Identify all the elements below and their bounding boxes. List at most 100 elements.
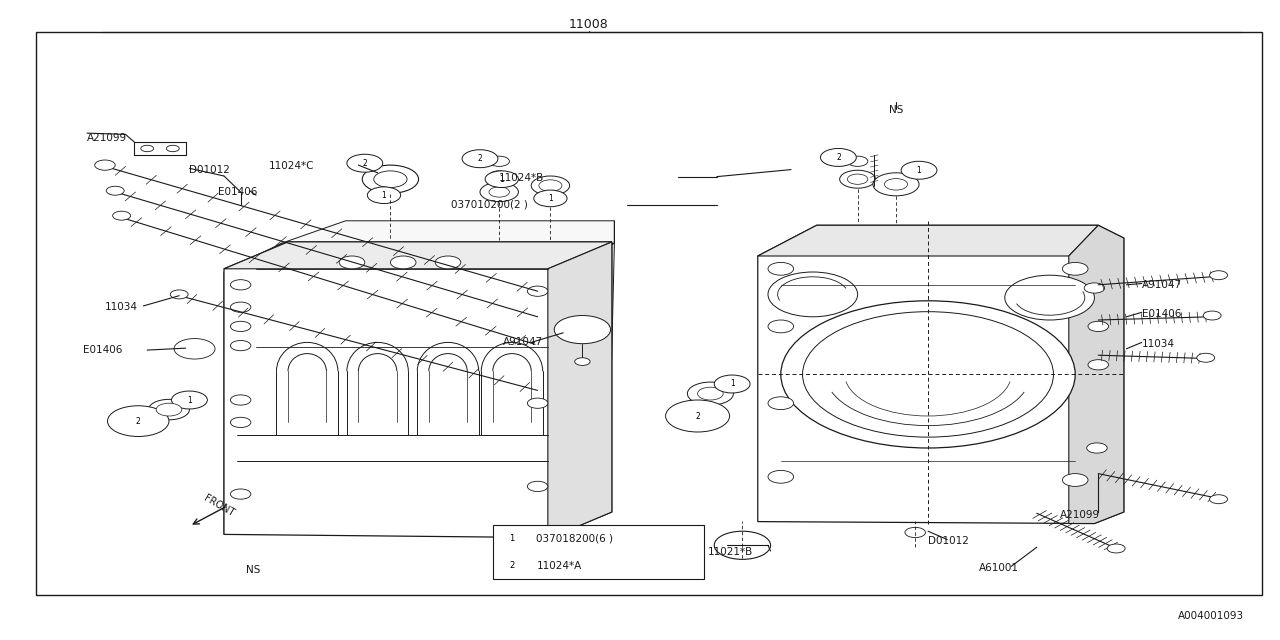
Circle shape xyxy=(575,358,590,365)
Text: 11008: 11008 xyxy=(568,18,609,31)
Circle shape xyxy=(768,262,794,275)
Circle shape xyxy=(113,211,131,220)
Circle shape xyxy=(230,417,251,428)
Circle shape xyxy=(781,301,1075,448)
Polygon shape xyxy=(224,242,612,538)
Circle shape xyxy=(1088,321,1108,332)
Circle shape xyxy=(1210,271,1228,280)
Text: 2: 2 xyxy=(477,154,483,163)
Bar xyxy=(493,525,704,579)
Polygon shape xyxy=(550,221,614,531)
Text: 037010200(2 ): 037010200(2 ) xyxy=(451,200,527,210)
Circle shape xyxy=(768,272,858,317)
Circle shape xyxy=(182,342,207,355)
Circle shape xyxy=(768,320,794,333)
Circle shape xyxy=(485,171,518,188)
Circle shape xyxy=(847,174,868,184)
Circle shape xyxy=(435,256,461,269)
Circle shape xyxy=(106,186,124,195)
Text: A21099: A21099 xyxy=(1060,510,1100,520)
Circle shape xyxy=(531,176,570,195)
Polygon shape xyxy=(224,243,550,534)
Circle shape xyxy=(498,559,526,573)
Text: D01012: D01012 xyxy=(928,536,969,546)
Circle shape xyxy=(1107,544,1125,553)
Circle shape xyxy=(230,340,251,351)
Circle shape xyxy=(1005,275,1094,320)
Circle shape xyxy=(230,321,251,332)
Circle shape xyxy=(148,399,189,420)
Circle shape xyxy=(873,173,919,196)
Bar xyxy=(36,32,1262,595)
Circle shape xyxy=(884,179,908,190)
Circle shape xyxy=(1210,495,1228,504)
Circle shape xyxy=(172,391,207,409)
Circle shape xyxy=(174,339,215,359)
Text: 2: 2 xyxy=(362,159,367,168)
Circle shape xyxy=(339,256,365,269)
Circle shape xyxy=(527,286,548,296)
Polygon shape xyxy=(758,225,1098,256)
Text: A91047: A91047 xyxy=(1142,280,1181,290)
Circle shape xyxy=(527,481,548,492)
Circle shape xyxy=(1087,443,1107,453)
Circle shape xyxy=(230,302,251,312)
Circle shape xyxy=(374,171,407,188)
Text: D01012: D01012 xyxy=(189,164,230,175)
Text: 1: 1 xyxy=(499,175,504,184)
Circle shape xyxy=(803,312,1053,437)
Text: NS: NS xyxy=(246,564,261,575)
Circle shape xyxy=(108,406,169,436)
Circle shape xyxy=(564,321,600,339)
Circle shape xyxy=(723,536,762,555)
Text: A004001093: A004001093 xyxy=(1178,611,1244,621)
Circle shape xyxy=(1203,311,1221,320)
Circle shape xyxy=(847,156,868,166)
Text: 1: 1 xyxy=(916,166,922,175)
Text: 2: 2 xyxy=(509,561,515,570)
Circle shape xyxy=(141,145,154,152)
Text: 1: 1 xyxy=(509,534,515,543)
Circle shape xyxy=(539,180,562,191)
Circle shape xyxy=(1084,283,1105,293)
Circle shape xyxy=(230,280,251,290)
Text: NS: NS xyxy=(888,105,904,115)
Circle shape xyxy=(905,527,925,538)
Text: E01406: E01406 xyxy=(218,187,257,197)
Circle shape xyxy=(666,400,730,432)
Circle shape xyxy=(362,165,419,193)
Text: A91047: A91047 xyxy=(503,337,543,348)
Circle shape xyxy=(534,190,567,207)
Circle shape xyxy=(390,256,416,269)
Circle shape xyxy=(166,145,179,152)
Text: 2: 2 xyxy=(836,153,841,162)
Circle shape xyxy=(95,160,115,170)
Circle shape xyxy=(230,395,251,405)
Circle shape xyxy=(156,403,182,416)
Polygon shape xyxy=(758,225,1124,524)
Circle shape xyxy=(1197,353,1215,362)
Circle shape xyxy=(714,375,750,393)
Circle shape xyxy=(347,154,383,172)
Circle shape xyxy=(687,382,733,405)
Circle shape xyxy=(840,170,876,188)
Circle shape xyxy=(1088,360,1108,370)
Text: A21099: A21099 xyxy=(87,132,127,143)
Circle shape xyxy=(820,148,856,166)
Polygon shape xyxy=(1069,225,1124,524)
Circle shape xyxy=(527,398,548,408)
Circle shape xyxy=(367,187,401,204)
Text: A61001: A61001 xyxy=(979,563,1019,573)
Circle shape xyxy=(170,290,188,299)
Text: 1: 1 xyxy=(381,191,387,200)
Text: 11024*C: 11024*C xyxy=(269,161,315,172)
Text: 11024*A: 11024*A xyxy=(536,561,581,571)
Text: 1: 1 xyxy=(730,380,735,388)
Text: E01406: E01406 xyxy=(83,345,123,355)
Text: 11024*B: 11024*B xyxy=(499,173,544,183)
Polygon shape xyxy=(548,242,612,539)
Text: 1: 1 xyxy=(548,194,553,203)
Text: 11021*B: 11021*B xyxy=(708,547,753,557)
Text: 2: 2 xyxy=(136,417,141,426)
Circle shape xyxy=(554,316,611,344)
